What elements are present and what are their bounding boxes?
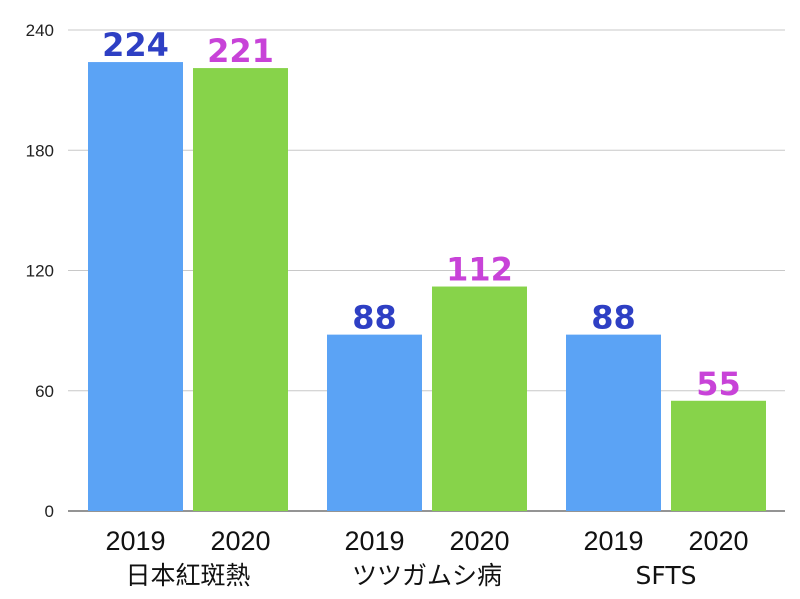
- series-label-3-2020: 2020: [688, 526, 748, 556]
- series-label-2-2020: 2020: [449, 526, 509, 556]
- series-label-2-2019: 2019: [344, 526, 404, 556]
- series-label-1-2020: 2020: [210, 526, 270, 556]
- y-tick-label-180: 180: [26, 141, 54, 160]
- y-tick-label-60: 60: [35, 382, 54, 401]
- y-tick-label-0: 0: [45, 502, 54, 521]
- value-label-3-2019: 88: [591, 299, 636, 337]
- bar-1-2019: [88, 62, 183, 512]
- value-label-1-2020: 221: [207, 32, 274, 70]
- labels: 0 60 120 180 240 224 2019 221 2020 日本紅斑熱 88 2019 112…: [26, 21, 749, 590]
- y-tick-label-120: 120: [26, 262, 54, 281]
- y-tick-label-240: 240: [26, 21, 54, 40]
- series-label-3-2019: 2019: [583, 526, 643, 556]
- category-label-1: 日本紅斑熱: [125, 561, 250, 590]
- category-label-3: SFTS: [636, 561, 697, 590]
- value-label-3-2020: 55: [696, 365, 741, 403]
- bar-3-2020: [671, 400, 766, 511]
- gridlines: [68, 29, 785, 512]
- value-label-2-2020: 112: [446, 251, 513, 289]
- bar-2-2020: [432, 286, 527, 511]
- value-label-1-2019: 224: [102, 26, 169, 64]
- series-label-1-2019: 2019: [105, 526, 165, 556]
- bar-2-2019: [327, 334, 422, 511]
- bars: [88, 62, 766, 512]
- bar-3-2019: [566, 334, 661, 511]
- bar-1-2020: [193, 68, 288, 512]
- value-label-2-2019: 88: [352, 299, 397, 337]
- category-label-2: ツツガムシ病: [352, 561, 502, 590]
